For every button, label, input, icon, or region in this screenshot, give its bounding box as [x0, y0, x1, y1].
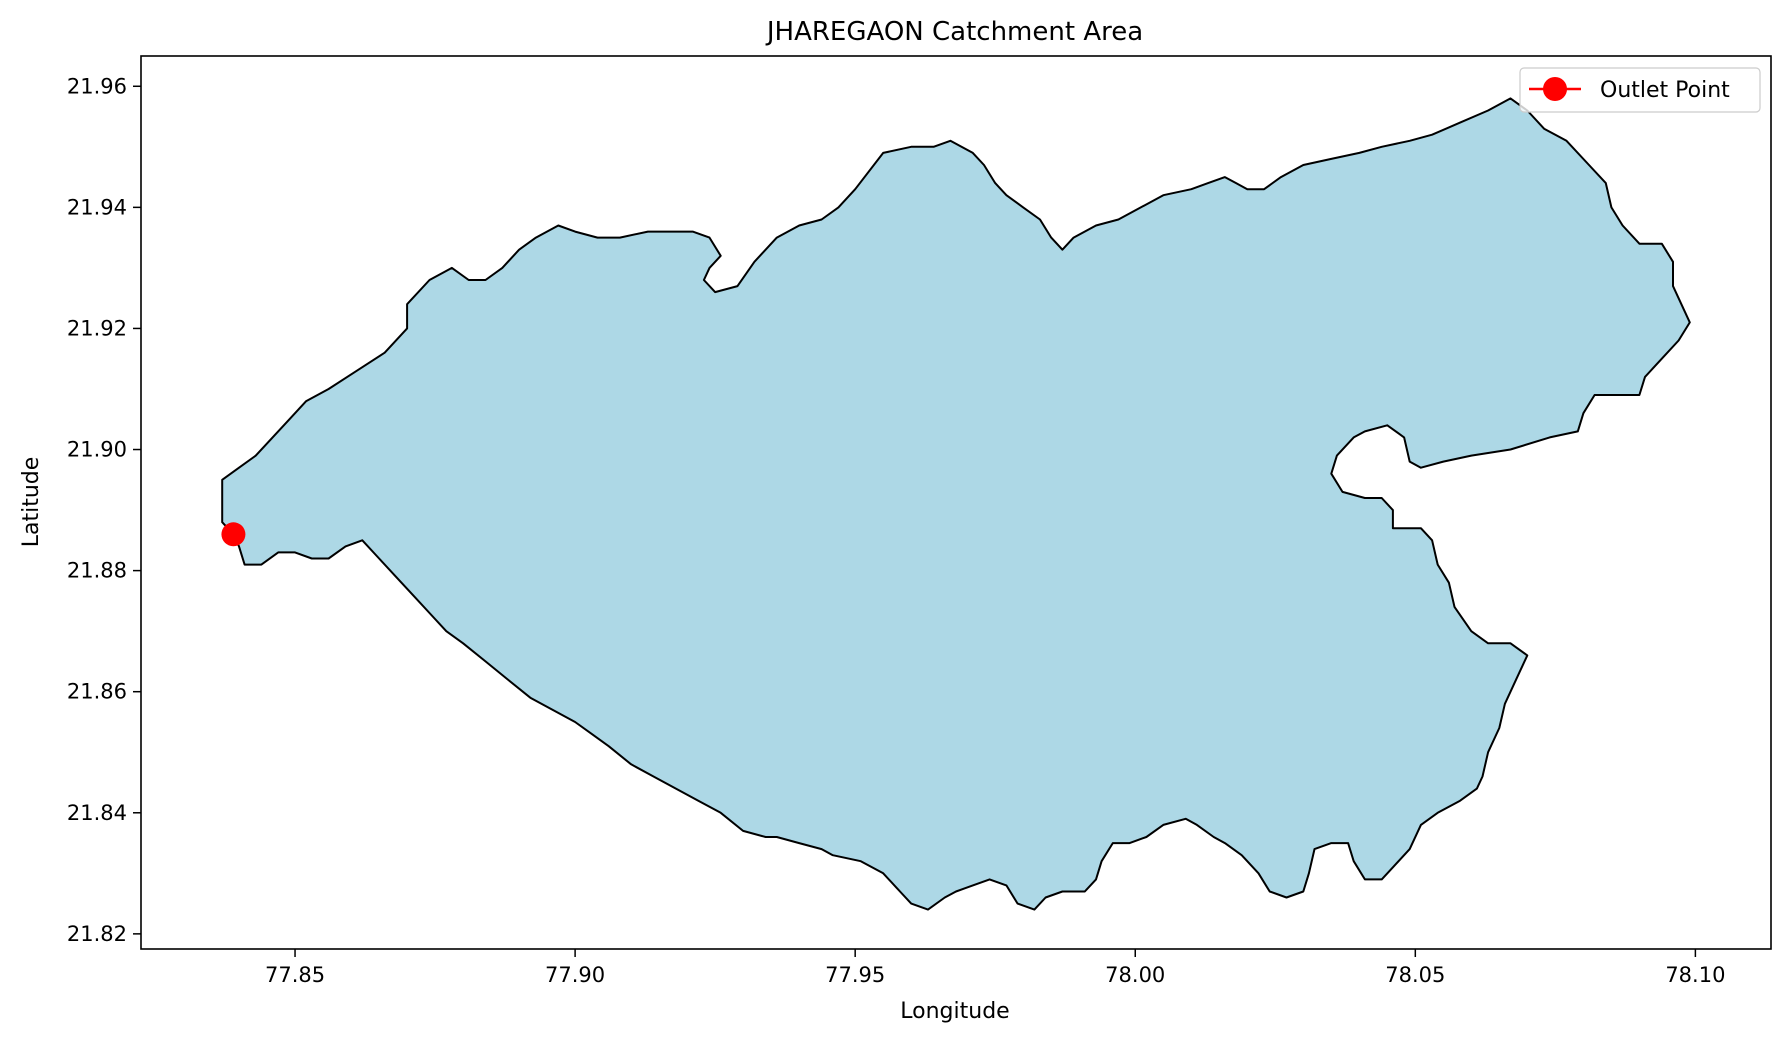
y-tick-label: 21.92	[67, 316, 127, 340]
y-tick-label: 21.96	[67, 74, 127, 98]
catchment-polygon	[221, 97, 1691, 911]
x-tick-label: 78.10	[1665, 963, 1725, 987]
legend-box	[1519, 67, 1761, 113]
chart-title: JHAREGAON Catchment Area	[765, 17, 1143, 47]
y-axis: 21.82 21.84 21.86 21.88 21.90 21.92 21.94 21.96	[67, 74, 141, 946]
legend-label: Outlet Point	[1600, 78, 1730, 103]
x-axis: 77.85 77.90 77.95 78.00 78.05 78.10	[265, 949, 1725, 987]
x-tick-label: 78.05	[1385, 963, 1445, 987]
y-tick-label: 21.94	[67, 195, 127, 219]
legend: Outlet Point	[1519, 67, 1761, 113]
y-axis-label: Latitude	[19, 457, 44, 548]
y-tick-label: 21.90	[67, 438, 127, 462]
x-tick-label: 77.95	[825, 963, 885, 987]
plot-area	[221, 97, 1691, 911]
y-tick-label: 21.86	[67, 680, 127, 704]
axes-frame	[140, 55, 1772, 950]
x-tick-label: 77.90	[545, 963, 605, 987]
x-axis-label: Longitude	[900, 999, 1009, 1024]
legend-marker	[1543, 77, 1567, 101]
y-tick-label: 21.82	[67, 922, 127, 946]
x-tick-label: 78.00	[1105, 963, 1165, 987]
outlet-point-marker	[221, 522, 246, 547]
x-tick-label: 77.85	[265, 963, 325, 987]
y-tick-label: 21.84	[67, 801, 127, 825]
y-tick-label: 21.88	[67, 559, 127, 583]
